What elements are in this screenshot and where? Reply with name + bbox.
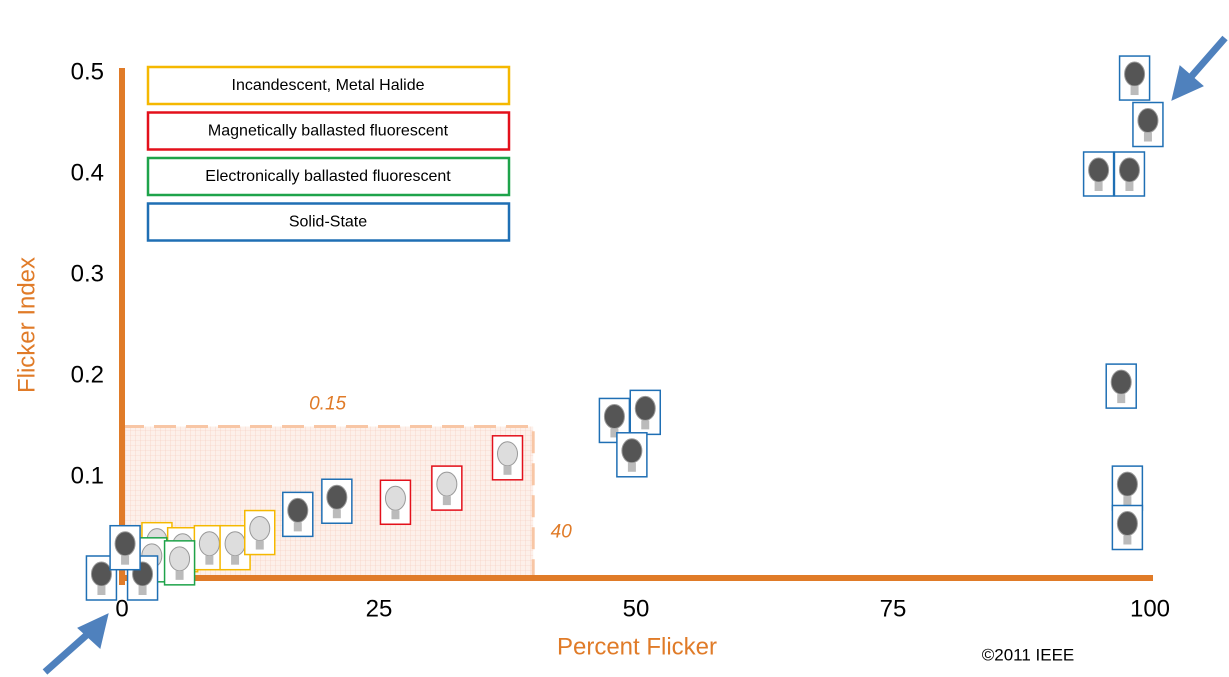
lamp-base bbox=[293, 522, 302, 532]
threshold-x-label: 40 bbox=[551, 521, 573, 542]
plot: 0.15 40 0 25 50 75 100 0.1 0.2 0.3 0.4 0.5 Incandesc… bbox=[71, 55, 1170, 622]
lamp-body bbox=[198, 531, 220, 557]
lamp-body bbox=[436, 471, 458, 497]
lamp-icon bbox=[1111, 465, 1144, 511]
lamp-base bbox=[1143, 132, 1152, 142]
lamp-base bbox=[627, 462, 636, 472]
lamp-base bbox=[442, 496, 451, 506]
lamp-icon bbox=[1082, 151, 1115, 197]
lamp-icon bbox=[629, 389, 662, 436]
arrow-shaft bbox=[42, 629, 93, 675]
lamp-base bbox=[231, 555, 240, 565]
lamp-icon bbox=[1132, 101, 1164, 148]
legend-box bbox=[146, 65, 511, 106]
lamp-icon bbox=[109, 524, 141, 571]
lamp-base bbox=[121, 555, 130, 565]
lamp-base bbox=[391, 510, 400, 520]
x-tick-label: 0 bbox=[115, 595, 128, 622]
lamp-base bbox=[641, 420, 650, 430]
lamp-body bbox=[1088, 157, 1110, 183]
lamp-body bbox=[224, 531, 246, 557]
lamp-base bbox=[138, 586, 147, 595]
lamp-icon bbox=[282, 491, 314, 538]
lamp-body bbox=[287, 497, 309, 523]
lamp-body bbox=[114, 531, 136, 557]
lamp-icon bbox=[616, 432, 648, 478]
legend-label: Magnetically ballasted fluorescent bbox=[208, 123, 449, 140]
legend-label: Solid-State bbox=[289, 214, 367, 231]
lamp-body bbox=[169, 546, 191, 572]
lamp-icon bbox=[1113, 151, 1146, 197]
lamp-body bbox=[1110, 369, 1132, 395]
x-tick-label: 75 bbox=[880, 595, 907, 622]
lamp-body bbox=[1124, 61, 1146, 87]
lamp-icon bbox=[1118, 55, 1151, 101]
threshold-y-label: 0.15 bbox=[309, 394, 346, 415]
y-tick-label: 0.1 bbox=[71, 462, 104, 489]
lamp-icon bbox=[321, 478, 353, 524]
y-axis-label: Flicker Index bbox=[13, 257, 40, 393]
lamp-icon bbox=[598, 397, 631, 444]
legend-box bbox=[146, 156, 511, 197]
lamp-base bbox=[332, 509, 341, 519]
lamp-body bbox=[1118, 157, 1140, 183]
lamp-base bbox=[175, 570, 184, 580]
legend-label: Incandescent, Metal Halide bbox=[232, 77, 425, 94]
legend-box bbox=[146, 111, 511, 151]
arrow-head bbox=[77, 613, 109, 649]
lamp-icon bbox=[219, 524, 251, 571]
lamp-body bbox=[621, 438, 643, 464]
lamp-icon bbox=[431, 465, 463, 511]
lamp-body bbox=[326, 484, 348, 510]
lamp-icon bbox=[1111, 504, 1144, 551]
lamp-body bbox=[497, 441, 518, 467]
lamp-base bbox=[205, 555, 214, 565]
legend-box bbox=[146, 202, 511, 242]
x-axis-label: Percent Flicker bbox=[557, 633, 717, 660]
lamp-icon bbox=[491, 435, 524, 481]
lamp-base bbox=[610, 428, 619, 438]
lamp-base bbox=[1123, 496, 1132, 506]
x-tick-label: 50 bbox=[623, 595, 650, 622]
lamp-base bbox=[1094, 182, 1103, 191]
lamp-icon bbox=[379, 479, 412, 525]
y-tick-label: 0.2 bbox=[71, 361, 104, 388]
y-tick-label: 0.4 bbox=[71, 159, 104, 186]
lamp-base bbox=[1125, 182, 1134, 191]
lamp-body bbox=[384, 485, 406, 511]
legend-label: Electronically ballasted fluorescent bbox=[205, 168, 451, 185]
lamp-body bbox=[1116, 511, 1138, 536]
lamp-base bbox=[1117, 394, 1126, 404]
copyright: ©2011 IEEE bbox=[982, 645, 1075, 664]
arrow-head bbox=[1171, 65, 1204, 101]
y-tick-label: 0.3 bbox=[71, 260, 104, 287]
arrow bbox=[42, 35, 1228, 675]
lamp-body bbox=[1137, 108, 1159, 134]
lamp-body bbox=[603, 403, 625, 429]
lamp-base bbox=[97, 586, 106, 595]
lamp-base bbox=[255, 540, 264, 550]
x-tick-label: 25 bbox=[366, 595, 393, 622]
lamp-icon bbox=[244, 509, 276, 556]
lamp-base bbox=[1130, 86, 1139, 96]
lamp-icon bbox=[126, 555, 159, 601]
lamp-icon bbox=[1105, 363, 1137, 409]
lamp-icon bbox=[163, 540, 196, 586]
lamp-base bbox=[503, 465, 512, 475]
lamp-base bbox=[1123, 535, 1132, 545]
lamp-body bbox=[90, 561, 112, 587]
lamp-body bbox=[634, 395, 656, 421]
x-tick-label: 100 bbox=[1130, 595, 1170, 622]
y-tick-label: 0.5 bbox=[71, 58, 104, 85]
lamp-body bbox=[249, 516, 271, 542]
lamp-body bbox=[1116, 471, 1138, 497]
arrow-shaft bbox=[1187, 35, 1228, 81]
